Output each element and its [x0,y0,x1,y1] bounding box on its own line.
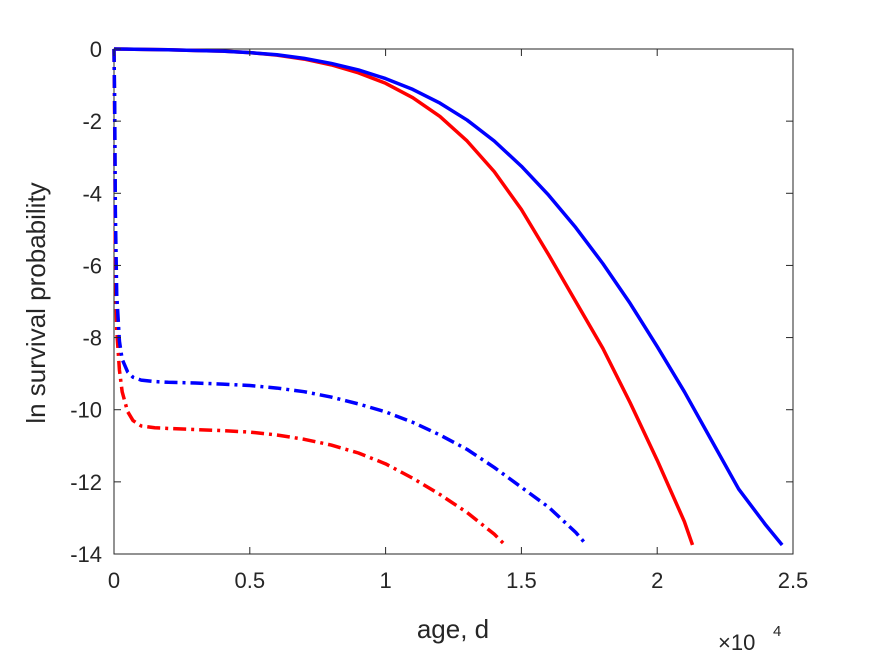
x-tick-label: 0 [108,568,120,593]
y-tick-label: -6 [82,253,102,278]
y-tick-label: -10 [70,398,102,423]
x-axis-multiplier: ×10 [718,630,755,655]
plot-frame [113,48,794,555]
x-tick-label: 2 [651,568,663,593]
x-tick-label: 1.5 [506,568,537,593]
series-line-2 [113,47,784,547]
x-axis: 0 0.5 1 1.5 2 2.5 [108,49,808,593]
y-tick-label: 0 [90,37,102,62]
series-group [112,47,784,547]
y-tick-label: -8 [82,326,102,351]
x-axis-multiplier-exponent: 4 [773,623,781,640]
y-tick-label: -2 [82,109,102,134]
y-axis-label: ln survival probability [21,182,51,423]
x-tick-label: 1 [379,568,391,593]
x-tick-label: 2.5 [778,568,809,593]
series-line-4 [112,48,588,547]
plot-area [112,47,794,555]
series-line-3 [112,48,507,547]
x-tick-label: 0.5 [235,568,266,593]
y-tick-label: -14 [70,542,102,567]
y-axis: 0 -2 -4 -6 -8 -10 -12 -14 [70,37,793,567]
y-tick-label: -12 [70,470,102,495]
y-tick-label: -4 [82,181,102,206]
x-axis-label: age, d [417,614,489,644]
